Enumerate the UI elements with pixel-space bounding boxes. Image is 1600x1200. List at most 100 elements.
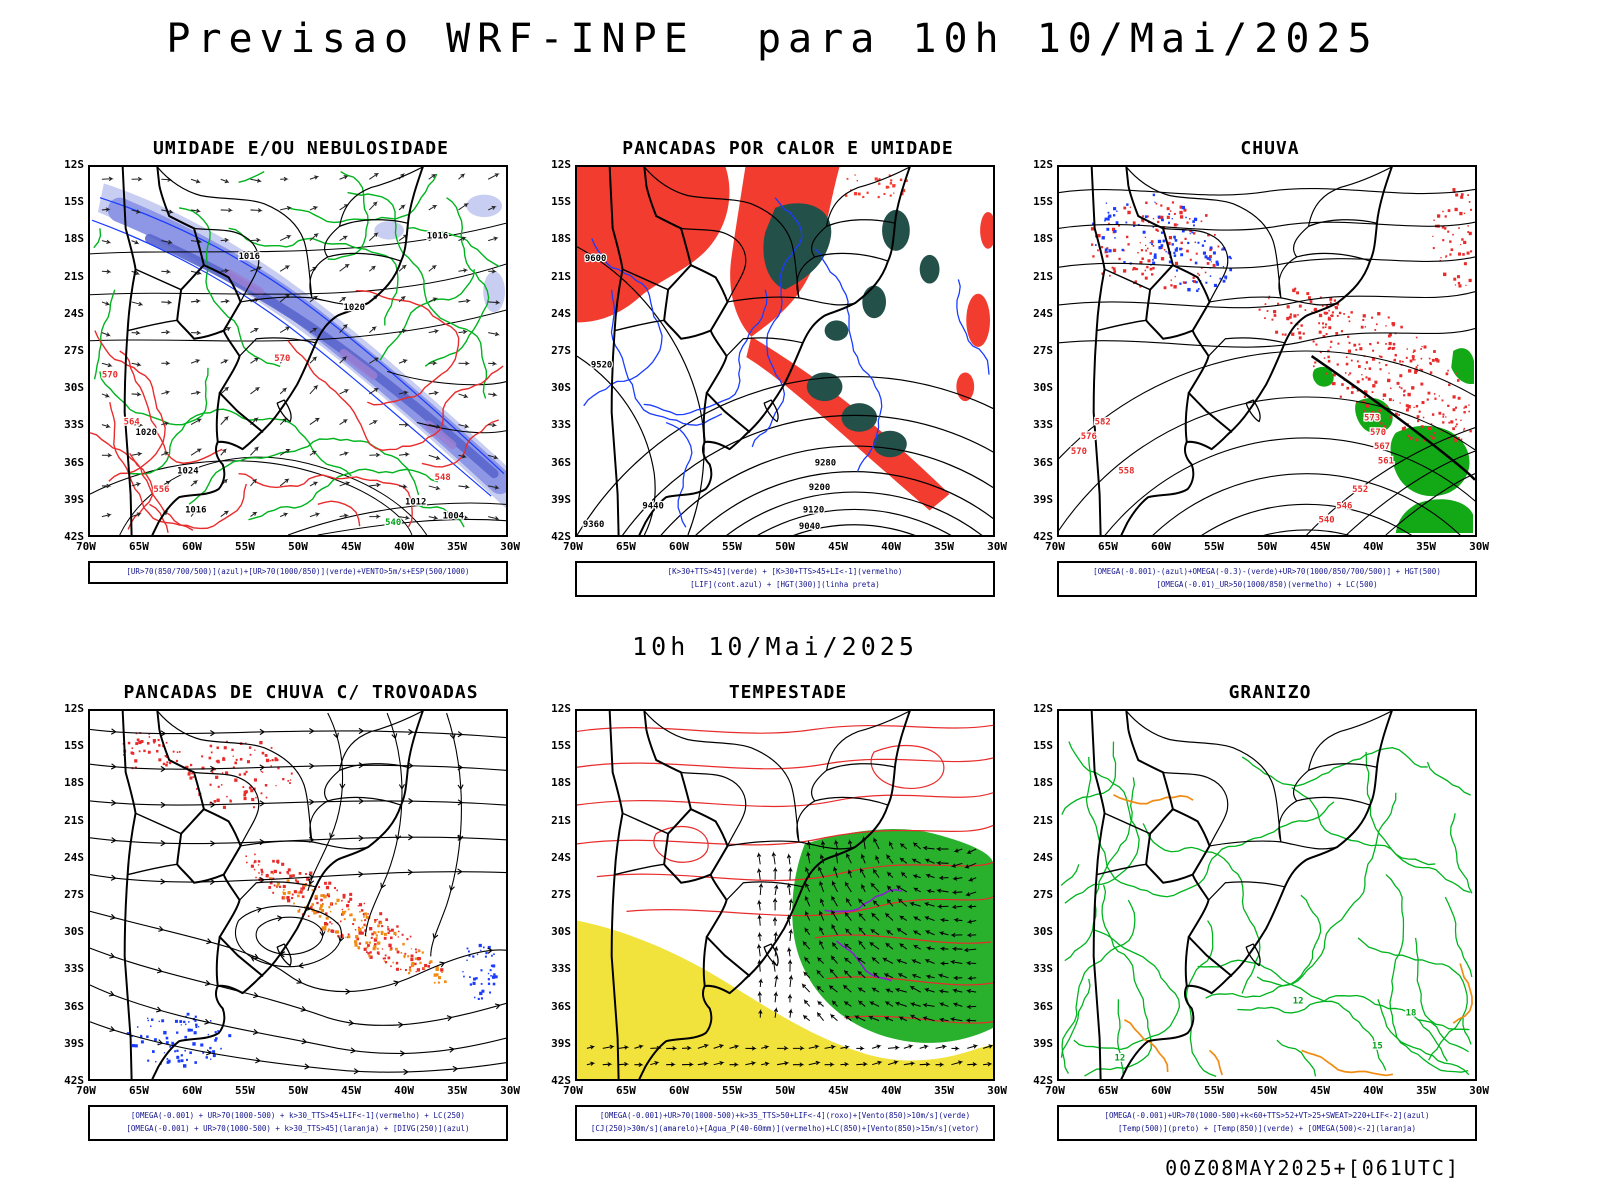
lon-tick: 70W xyxy=(76,540,96,553)
lon-tick: 60W xyxy=(669,1084,689,1097)
map-grid: 12S 15S 18S 21S 24S 27S 30S 33S 36S 39S 42S 582 576… xyxy=(1023,159,1489,554)
contour-label: 558 xyxy=(1118,467,1134,477)
lat-tick: 39S xyxy=(551,1036,571,1050)
lat-tick: 27S xyxy=(1033,887,1053,901)
map-pancadas-calor: 9600 9520 9440 9360 9280 9200 9120 9040 xyxy=(575,165,995,537)
lon-tick: 65W xyxy=(129,540,149,553)
lon-tick: 30W xyxy=(987,1084,1007,1097)
lat-tick: 12S xyxy=(1033,158,1053,171)
lat-tick: 21S xyxy=(64,813,84,827)
lat-tick: 39S xyxy=(1033,1036,1053,1050)
lat-tick: 21S xyxy=(551,813,571,827)
panel-chuva: CHUVA 12S 15S 18S 21S 24S 27S 30S 33S 36S 39S 42S … xyxy=(1023,138,1489,597)
lat-tick: 15S xyxy=(64,739,84,753)
panel-pancadas-trovoadas: PANCADAS DE CHUVA C/ TROVOADAS 12S 15S 18S… xyxy=(54,682,520,1141)
caption-box: [OMEGA(-0.001)-(azul)+OMEGA(-0.3)-(verde… xyxy=(1057,561,1477,597)
lon-tick: 30W xyxy=(987,540,1007,553)
lon-tick: 35W xyxy=(447,540,467,553)
panel-title: PANCADAS POR CALOR E UMIDADE xyxy=(622,138,954,159)
map-umidade-nebulosidade: 1016 1020 1016 1024 1020 1016 1012 1004 570 564 55… xyxy=(88,165,508,537)
lat-tick: 42S xyxy=(1033,529,1053,543)
map-tempestade xyxy=(575,709,995,1081)
caption-line: [LIF](cont.azul) + [HGT(300)](linha pret… xyxy=(690,579,880,589)
lon-axis: 70W 65W 60W 55W 50W 45W 40W 35W 30W xyxy=(1045,537,1489,553)
lon-tick: 30W xyxy=(500,540,520,553)
map-grid: 12S 15S 18S 21S 24S 27S 30S 33S 36S 39S 42S 70W 65W… xyxy=(54,703,520,1098)
caption-box: [OMEGA(-0.001)+UR>70(1000-500)+k>35_TTS>… xyxy=(575,1105,995,1141)
caption-line: [OMEGA(-0.001)-(azul)+OMEGA(-0.3)-(verde… xyxy=(1093,567,1441,576)
contour-label: 576 xyxy=(1081,432,1097,442)
lat-tick: 12S xyxy=(551,702,571,715)
lon-tick: 60W xyxy=(1151,1084,1171,1097)
lat-tick: 33S xyxy=(64,418,84,432)
lat-tick: 21S xyxy=(1033,269,1053,283)
lat-tick: 24S xyxy=(1033,850,1053,864)
panel-title: CHUVA xyxy=(1240,138,1300,159)
contour-label: 1012 xyxy=(405,497,426,507)
lon-tick: 50W xyxy=(288,1084,308,1097)
lon-tick: 40W xyxy=(1363,540,1383,553)
lat-tick: 36S xyxy=(1033,455,1053,469)
caption-line: [K>30+TTS>45](verde) + [K>30+TTS>45+LI<-… xyxy=(667,567,903,576)
lon-tick: 60W xyxy=(182,540,202,553)
contour-label: 548 xyxy=(435,473,451,483)
lon-tick: 65W xyxy=(616,1084,636,1097)
lon-tick: 45W xyxy=(1310,540,1330,553)
lat-tick: 15S xyxy=(1033,195,1053,209)
caption-line: [OMEGA(-0.001) + UR>70(1000-500) + k>30_… xyxy=(130,1111,466,1120)
contour-label: 9600 xyxy=(585,254,606,264)
lat-tick: 15S xyxy=(1033,739,1053,753)
lat-tick: 24S xyxy=(64,306,84,320)
temp-contour-layer xyxy=(1060,741,1473,1077)
contour-label: 9520 xyxy=(591,360,612,370)
streamline-layer xyxy=(90,712,506,1076)
lon-tick: 60W xyxy=(669,540,689,553)
caption-box: [OMEGA(-0.001) + UR>70(1000-500) + k>30_… xyxy=(88,1105,508,1141)
rain-speckle-layer xyxy=(1090,188,1475,533)
lat-tick: 15S xyxy=(551,739,571,753)
lat-tick: 27S xyxy=(64,887,84,901)
lon-tick: 45W xyxy=(1310,1084,1330,1097)
contour-label: 15 xyxy=(1372,1041,1383,1051)
map-granizo: 12 15 18 12 xyxy=(1057,709,1477,1081)
map-grid: 12S 15S 18S 21S 24S 27S 30S 33S 36S 39S 42S 9600 95… xyxy=(541,159,1007,554)
lat-tick: 24S xyxy=(551,306,571,320)
lat-tick: 12S xyxy=(64,702,84,715)
contour-label: 564 xyxy=(124,417,141,427)
lat-tick: 30S xyxy=(1033,381,1053,395)
panel-tempestade: TEMPESTADE 12S 15S 18S 21S 24S 27S 30S 33S 36S 39… xyxy=(541,682,1007,1141)
lat-tick: 39S xyxy=(64,492,84,506)
lon-tick: 70W xyxy=(1045,1084,1065,1097)
contour-label: 567 xyxy=(1374,442,1390,452)
panel-title: TEMPESTADE xyxy=(728,682,848,703)
lat-tick: 21S xyxy=(64,269,84,283)
lat-tick: 15S xyxy=(64,195,84,209)
contour-labels: 9600 9520 9440 9360 9280 9200 9120 9040 xyxy=(582,253,838,533)
lon-tick: 50W xyxy=(1257,540,1277,553)
lon-tick: 50W xyxy=(775,1084,795,1097)
lat-tick: 36S xyxy=(1033,999,1053,1013)
lat-tick: 39S xyxy=(64,1036,84,1050)
caption-box: [K>30+TTS>45](verde) + [K>30+TTS>45+LI<-… xyxy=(575,561,995,597)
lat-axis: 12S 15S 18S 21S 24S 27S 30S 33S 36S 39S 42S xyxy=(54,703,88,1087)
caption-line: [Temp(500)](preto) + [Temp(850)](verde) … xyxy=(1117,1123,1416,1133)
lon-axis: 70W 65W 60W 55W 50W 45W 40W 35W 30W xyxy=(563,1081,1007,1097)
lon-tick: 55W xyxy=(722,1084,742,1097)
lon-tick: 70W xyxy=(1045,540,1065,553)
contour-label: 552 xyxy=(1352,485,1368,495)
lat-tick: 42S xyxy=(64,529,84,543)
run-timestamp: 00Z08MAY2025+[061UTC] xyxy=(1165,1156,1460,1180)
lat-tick: 30S xyxy=(64,925,84,939)
contour-label: 1020 xyxy=(344,303,365,313)
lat-axis: 12S 15S 18S 21S 24S 27S 30S 33S 36S 39S 42S xyxy=(54,159,88,543)
caption-line: [CJ(250)>30m/s](amarelo)+[Agua_P(40-60mm… xyxy=(590,1123,980,1133)
lat-tick: 18S xyxy=(551,776,571,790)
panel-title: PANCADAS DE CHUVA C/ TROVOADAS xyxy=(123,682,479,703)
lon-tick: 65W xyxy=(1098,1084,1118,1097)
lon-tick: 35W xyxy=(1416,540,1436,553)
contour-labels: 12 15 18 12 xyxy=(1113,995,1417,1065)
lon-axis: 70W 65W 60W 55W 50W 45W 40W 35W 30W xyxy=(1045,1081,1489,1097)
lon-tick: 55W xyxy=(722,540,742,553)
contour-label: 540 xyxy=(385,518,401,528)
lon-tick: 30W xyxy=(500,1084,520,1097)
